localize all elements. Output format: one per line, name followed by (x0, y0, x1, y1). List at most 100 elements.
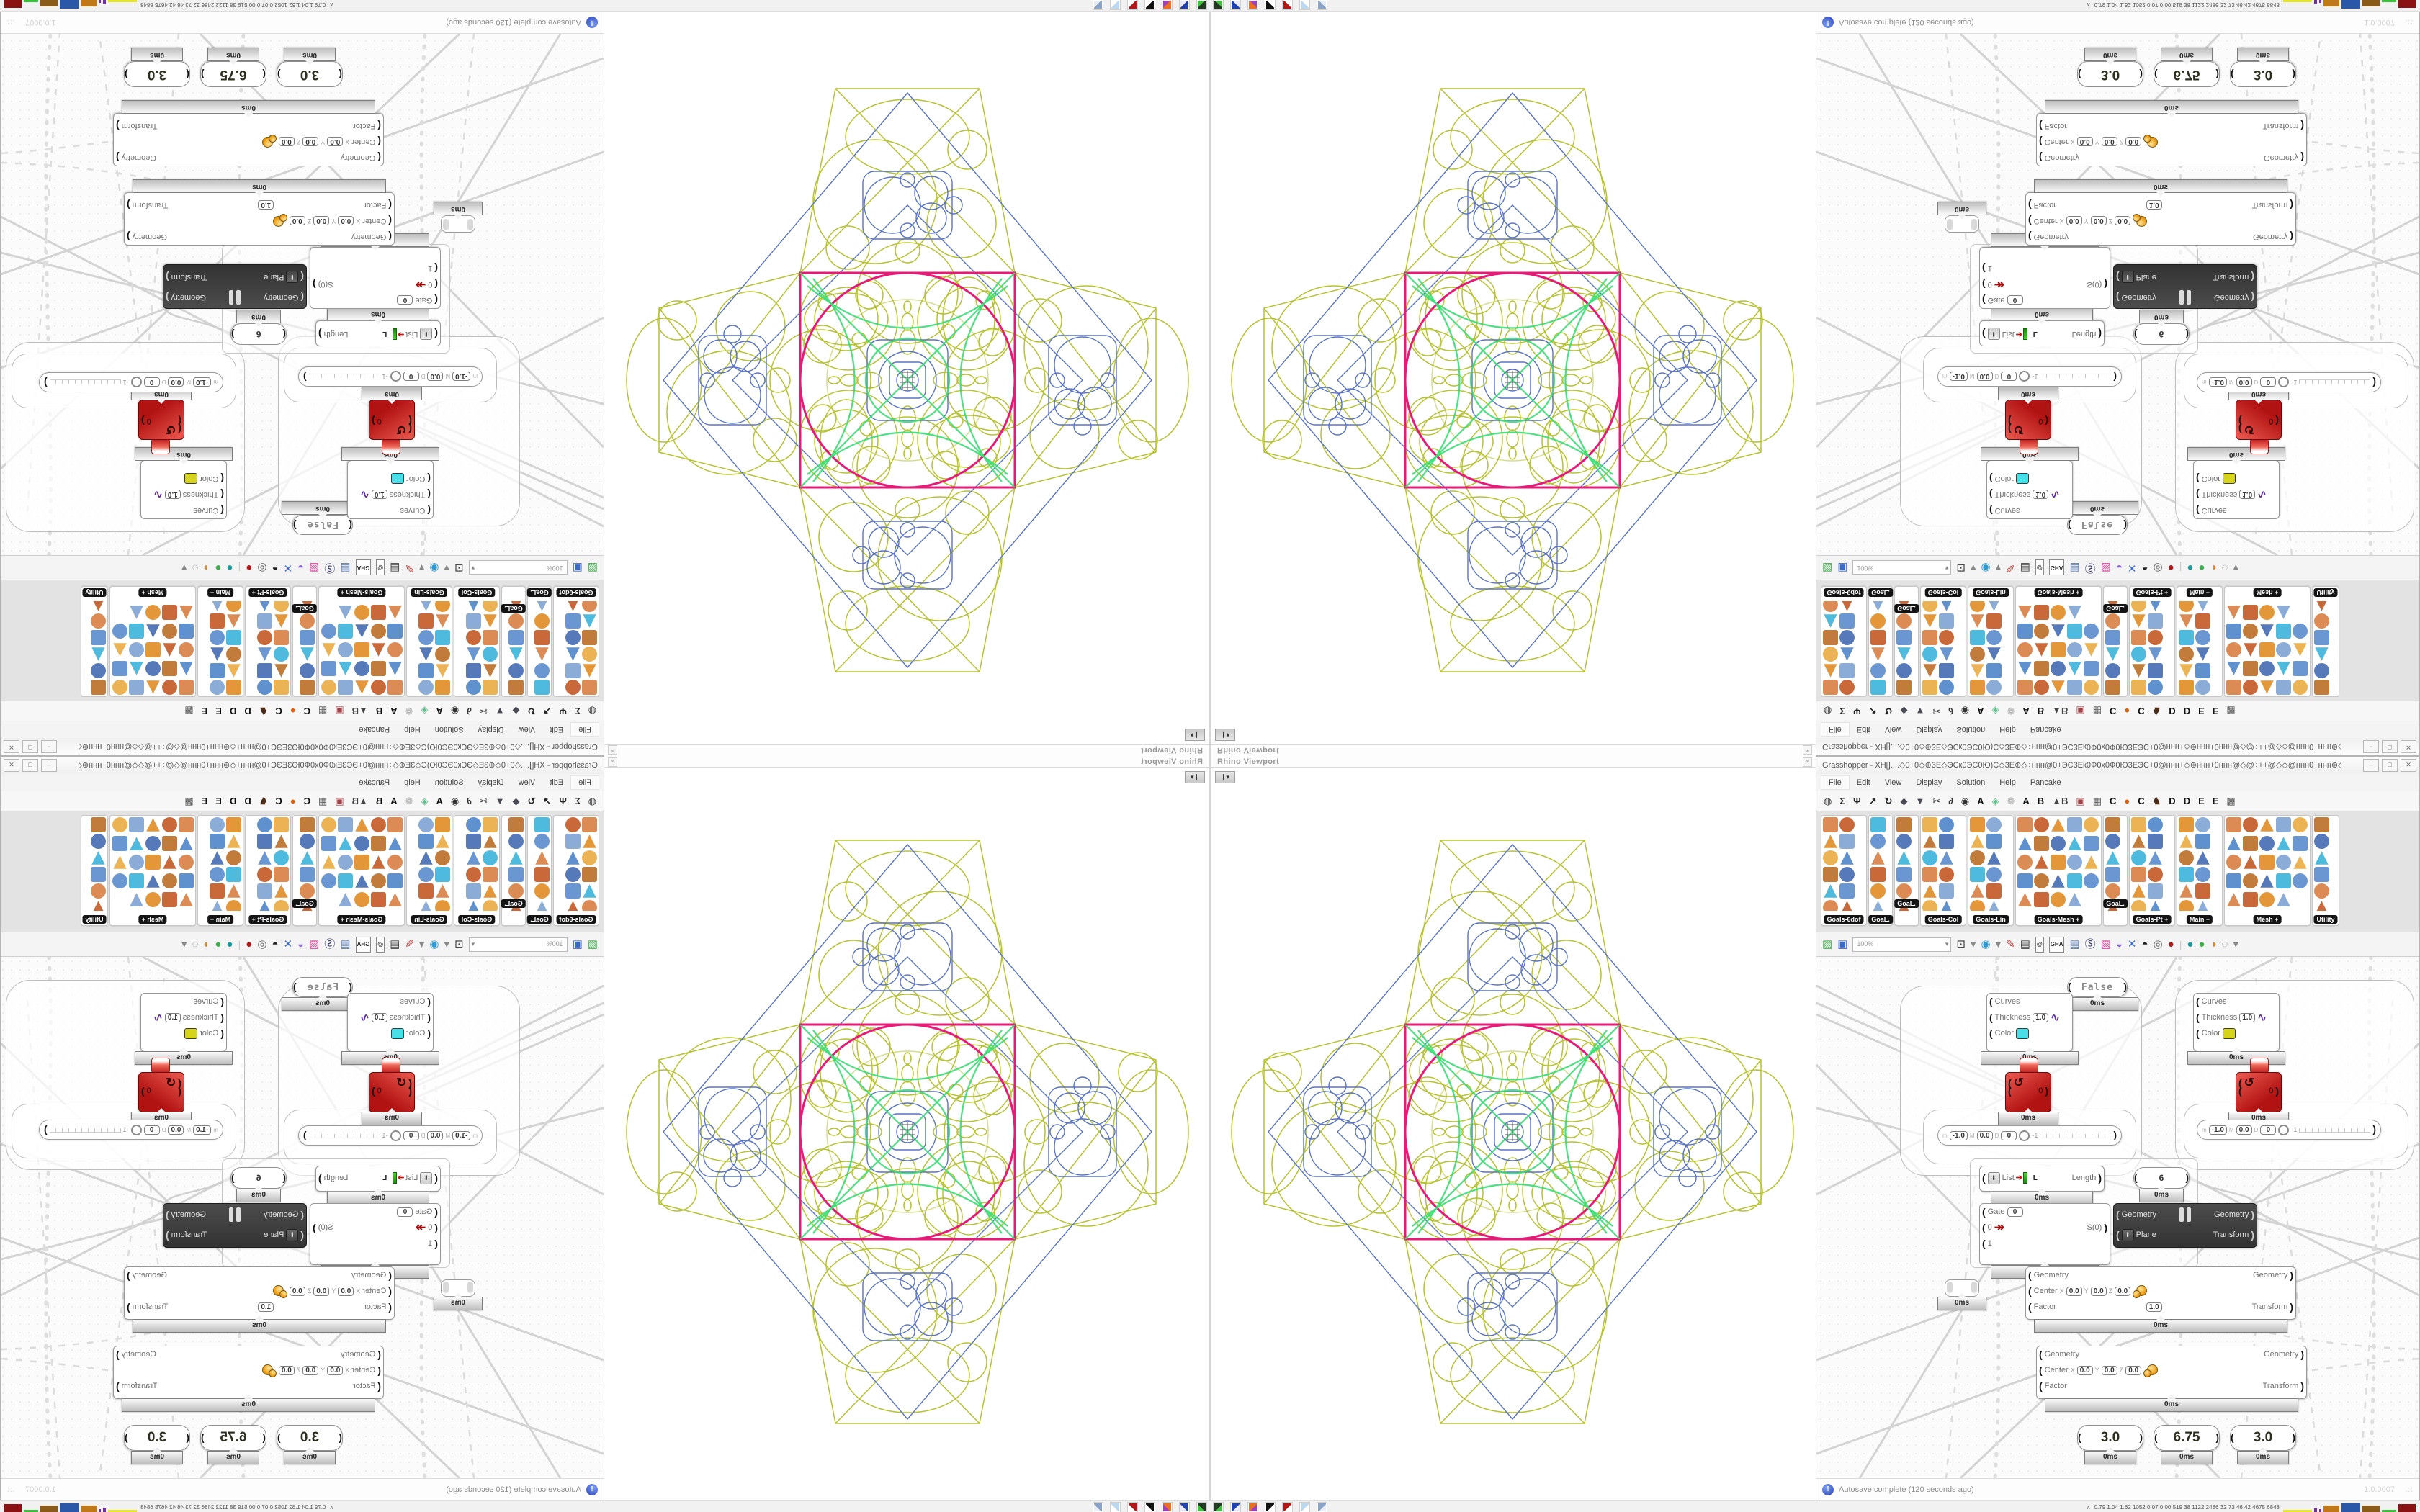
component-icon[interactable] (483, 883, 498, 899)
component-icon[interactable] (162, 892, 177, 907)
component-icon[interactable] (2243, 680, 2258, 695)
component-icon[interactable] (91, 663, 106, 678)
component-icon[interactable] (162, 873, 177, 888)
input-port[interactable] (388, 231, 392, 243)
app-notepad-icon[interactable] (1110, 1502, 1121, 1512)
component-icon[interactable] (483, 663, 498, 678)
component-icon[interactable] (2148, 663, 2163, 678)
tab-plugin-leaf[interactable]: ◈ (1991, 795, 1999, 806)
color-swatch[interactable] (184, 1027, 198, 1039)
component-icon[interactable] (1823, 680, 1838, 695)
tab-plugin-dots[interactable]: ▩ (2226, 795, 2236, 806)
panel-label[interactable]: Utility (2313, 915, 2338, 924)
panel-label[interactable]: Mesh + (138, 915, 167, 924)
component-icon[interactable] (466, 883, 481, 899)
center-z[interactable]: 0.0 (2125, 137, 2142, 147)
component-icon[interactable] (257, 663, 272, 678)
app-console-icon[interactable] (1196, 1502, 1207, 1512)
tab-plugin-bird[interactable]: ♞ (2152, 706, 2161, 717)
slider-track[interactable] (2040, 1133, 2112, 1138)
app-calculator-icon[interactable] (1317, 1502, 1327, 1512)
component-icon[interactable] (534, 867, 550, 882)
component-icon[interactable] (2131, 630, 2146, 645)
component-icon[interactable] (300, 680, 315, 695)
output-port[interactable] (2215, 68, 2219, 81)
component-icon[interactable] (2148, 851, 2162, 865)
component-icon[interactable] (1971, 834, 1984, 848)
app-dark-icon[interactable] (1144, 1502, 1155, 1512)
teal-blob-icon[interactable]: ● (226, 562, 233, 575)
component-icon[interactable] (145, 892, 161, 907)
output-port[interactable] (201, 1431, 205, 1444)
component-icon[interactable] (2293, 836, 2308, 851)
component-icon[interactable] (534, 680, 550, 695)
component-icon[interactable] (508, 663, 524, 678)
component-icon[interactable] (2259, 836, 2275, 851)
output-port[interactable] (2185, 1171, 2189, 1184)
tab-plugin-shield[interactable]: ▣ (2076, 795, 2085, 806)
component-icon[interactable] (565, 630, 581, 645)
tab-plugin-grid[interactable]: ▦ (2092, 795, 2102, 806)
input-port[interactable] (262, 68, 266, 81)
panel-label[interactable]: Goals-Lin (1973, 588, 2009, 597)
center-z[interactable]: 0.0 (2125, 1365, 2142, 1375)
component-icon[interactable] (162, 661, 177, 676)
component-icon[interactable] (387, 892, 403, 907)
caret-down-icon[interactable]: ▾ (418, 562, 425, 575)
orange-blob-icon[interactable]: ◑ (203, 937, 210, 950)
component-icon[interactable] (300, 867, 315, 882)
input-port[interactable] (2196, 473, 2200, 485)
component-icon[interactable] (2277, 893, 2290, 906)
component-icon[interactable] (2131, 663, 2146, 678)
output-port[interactable] (125, 1431, 128, 1444)
component-icon[interactable] (435, 867, 450, 882)
app-calculator-icon[interactable] (1093, 0, 1103, 10)
cross-arrows-icon[interactable]: ✕ (283, 562, 293, 575)
component-icon[interactable] (226, 601, 241, 612)
component-icon[interactable] (2314, 601, 2329, 612)
component-icon[interactable] (2196, 901, 2210, 911)
component-icon[interactable] (2195, 817, 2210, 832)
component-icon[interactable] (1823, 817, 1838, 832)
tab-plugin-a1[interactable]: A (1977, 796, 1984, 806)
tab-mesh[interactable]: ▼ (1915, 706, 1925, 716)
close-button[interactable]: ✕ (4, 740, 19, 753)
viewport-close-icon[interactable]: ✕ (1803, 757, 1812, 767)
green-blob-icon[interactable]: ● (2198, 937, 2205, 950)
tray-chevron-icon[interactable]: ∧ (2086, 1503, 2091, 1511)
output-port[interactable] (2139, 68, 2143, 81)
panel-label[interactable]: GoaL. (2103, 604, 2128, 613)
slider-grip[interactable] (390, 371, 401, 382)
slider-grip[interactable] (2019, 1130, 2030, 1141)
input-port[interactable] (220, 1012, 224, 1023)
tab-transform[interactable]: ∂ (1948, 796, 1953, 806)
component-icon[interactable] (2068, 893, 2081, 906)
component-icon[interactable] (1840, 851, 1854, 865)
slider-grip[interactable] (2278, 1124, 2290, 1135)
component-icon[interactable] (2018, 837, 2032, 850)
component-icon[interactable] (338, 836, 353, 851)
component-icon[interactable] (387, 855, 403, 870)
output-port[interactable] (303, 370, 307, 383)
factor-value[interactable]: 1.0 (2146, 200, 2162, 210)
component-icon[interactable] (2226, 873, 2241, 888)
component-icon[interactable] (418, 680, 434, 695)
component-icon[interactable] (2067, 661, 2082, 676)
sketch-pen-icon[interactable]: ✎ (2006, 562, 2015, 575)
component-icon[interactable] (2148, 834, 2163, 849)
panel-label[interactable]: Goals-6dof (1824, 915, 1864, 924)
menu-pancake[interactable]: Pancake (359, 725, 390, 734)
component-icon[interactable] (2017, 605, 2033, 620)
component-icon[interactable] (466, 601, 481, 612)
tab-plugin-leaf[interactable]: ◈ (1991, 706, 1999, 717)
component-icon[interactable] (565, 647, 581, 662)
component-icon[interactable] (129, 624, 144, 639)
component-icon[interactable] (179, 836, 194, 851)
component-icon[interactable] (371, 624, 386, 639)
component-icon[interactable] (565, 601, 581, 612)
teal-blob-icon[interactable]: ● (2187, 562, 2194, 575)
tab-plugin-c1[interactable]: C (303, 706, 310, 716)
